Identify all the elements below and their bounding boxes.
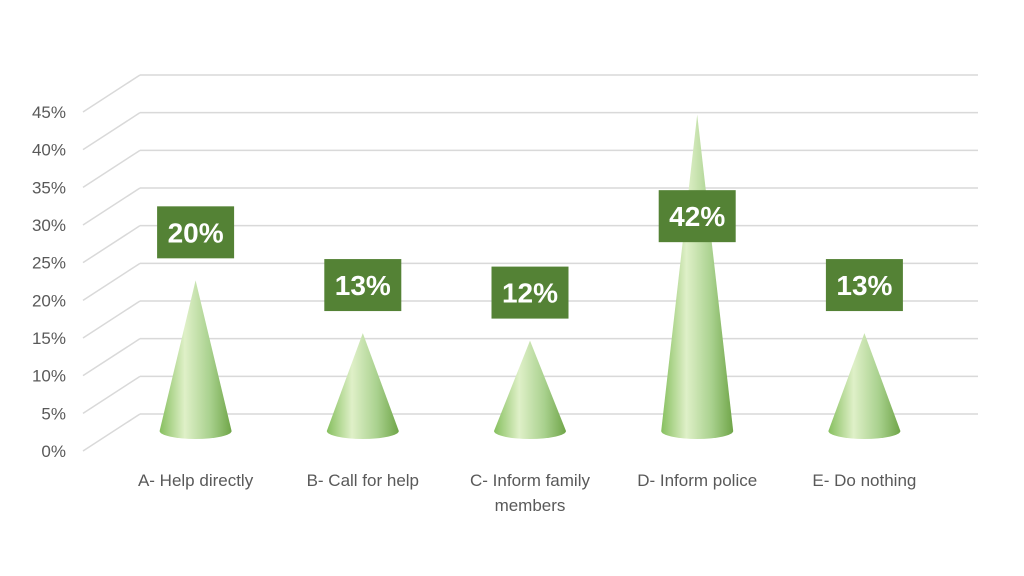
cone-body: [494, 340, 566, 439]
y-tick-label: 0%: [41, 442, 66, 461]
cone-bar: [661, 114, 734, 439]
cone-body: [661, 114, 734, 439]
data-label: 13%: [825, 259, 903, 312]
data-label-box: [658, 190, 736, 243]
cone-body: [159, 280, 232, 439]
x-category-label: members: [495, 496, 566, 515]
y-tick-label: 35%: [32, 178, 66, 197]
cone-body: [326, 333, 399, 439]
data-label: 20%: [157, 206, 235, 259]
gridline-depth: [82, 338, 141, 377]
y-axis-ticks: 0% 5% 10% 15% 20% 25% 30% 35% 40% 45%: [32, 103, 66, 461]
y-tick-label: 45%: [32, 103, 66, 122]
data-label-value: 20%: [168, 217, 224, 248]
y-tick-label: 40%: [32, 141, 66, 160]
data-label-box: [825, 259, 903, 312]
gridline-depth: [82, 375, 141, 414]
data-label-value: 13%: [335, 270, 391, 301]
gridline-depth: [82, 413, 141, 452]
cone-bar: [159, 280, 232, 439]
data-label-box: [491, 266, 569, 319]
gridline-depth: [82, 74, 141, 113]
gridline-depth: [82, 225, 141, 264]
gridline-depth: [82, 149, 141, 188]
data-label: 13%: [324, 259, 402, 312]
x-category-label: C- Inform family: [470, 471, 590, 490]
y-tick-label: 10%: [32, 367, 66, 386]
y-tick-label: 20%: [32, 291, 66, 310]
gridline-depth: [82, 300, 141, 339]
cone-body: [828, 333, 901, 439]
data-labels: 20% 13% 12% 42% 13%: [157, 190, 903, 319]
y-tick-label: 15%: [32, 329, 66, 348]
data-label-value: 12%: [502, 278, 558, 309]
gridline-depth: [82, 262, 141, 301]
data-label-box: [324, 259, 402, 312]
x-category-label: E- Do nothing: [812, 471, 916, 490]
cone-bar: [326, 333, 399, 439]
cone-bar: [494, 340, 566, 439]
data-label: 42%: [658, 190, 736, 243]
data-label-box: [157, 206, 235, 259]
data-label-value: 42%: [669, 201, 725, 232]
y-tick-label: 30%: [32, 216, 66, 235]
x-category-label: B- Call for help: [307, 471, 419, 490]
cone-bar: [828, 333, 901, 439]
y-tick-label: 25%: [32, 254, 66, 273]
cones: [159, 114, 901, 439]
x-category-label: A- Help directly: [138, 471, 254, 490]
x-category-label: D- Inform police: [637, 471, 757, 490]
data-label: 12%: [491, 266, 569, 319]
gridline-depth: [82, 112, 141, 151]
x-axis-categories: A- Help directly B- Call for help C- Infor…: [138, 471, 916, 515]
data-label-value: 13%: [836, 270, 892, 301]
gridlines: [82, 74, 978, 452]
gridline-depth: [82, 187, 141, 226]
y-tick-label: 5%: [41, 404, 66, 423]
